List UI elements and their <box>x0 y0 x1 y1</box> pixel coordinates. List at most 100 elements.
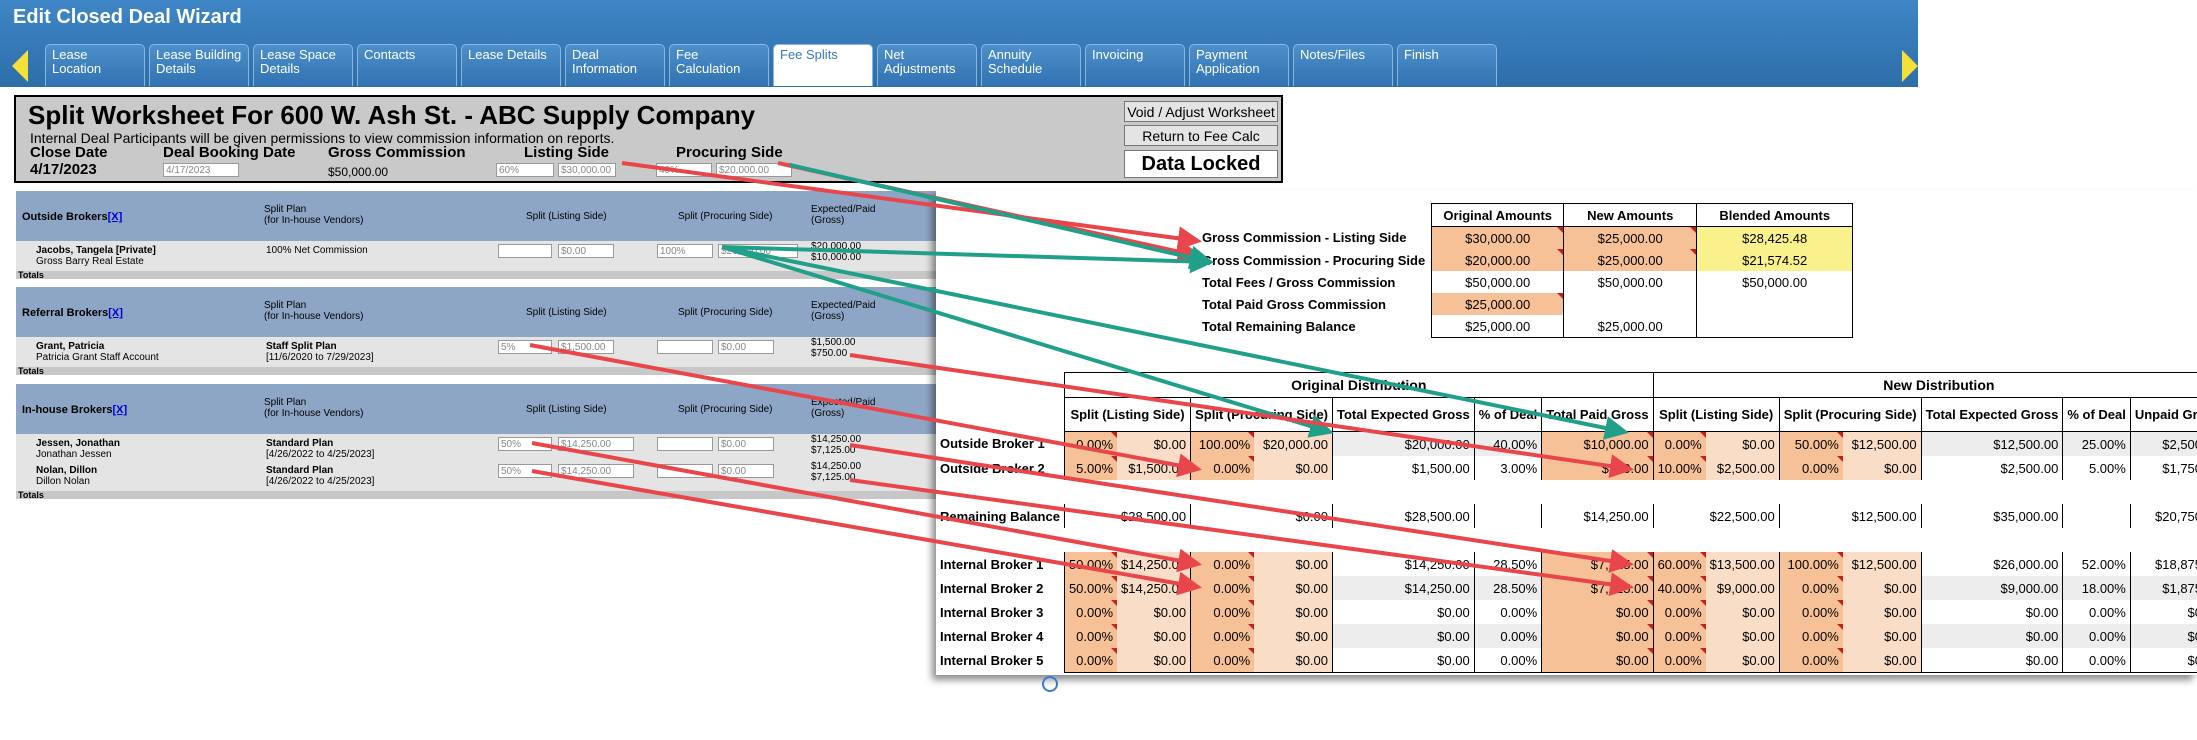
orig-total-expected-header: Total Expected Gross <box>1332 397 1475 432</box>
distribution-table: Original Distribution New Distribution S… <box>936 372 2197 673</box>
new-procuring-amount: $0.00 <box>1842 600 1922 624</box>
orig-total-expected: $0.00 <box>1332 648 1475 673</box>
orig-listing-pct: 50.00% <box>1063 576 1118 600</box>
procuring-split-amount[interactable]: $0.00 <box>718 340 774 354</box>
listing-amount-field[interactable]: $30,000.00 <box>558 163 616 177</box>
new-total-expected: $26,000.00 <box>1920 552 2063 576</box>
procuring-split-pct[interactable]: 100% <box>657 244 713 258</box>
referral-brokers-header: Referral Brokers[X] Split Plan (for In-ho… <box>16 287 936 337</box>
tab-lease-building-details[interactable]: Lease Building Details <box>149 44 249 86</box>
summary-label: Total Paid Gross Commission <box>1202 296 1386 312</box>
summary-row: Gross Commission - Listing Side $30,000.… <box>1196 226 1854 249</box>
procuring-split-amount[interactable]: $0.00 <box>718 464 774 478</box>
listing-pct-field[interactable]: 60% <box>496 163 554 177</box>
distribution-row: Internal Broker 5 0.00% $0.00 0.00% $0.00 $0.… <box>936 648 2197 673</box>
distribution-row: Internal Broker 3 0.00% $0.00 0.00% $0.00 $0.… <box>936 600 2197 624</box>
new-pct-of-deal: 0.00% <box>2062 648 2131 673</box>
listing-split-amount[interactable]: $14,250.00 <box>558 464 634 478</box>
tab-contacts[interactable]: Contacts <box>357 44 457 86</box>
add-outside-broker-link[interactable]: [X] <box>107 211 123 223</box>
new-procuring-pct: 0.00% <box>1778 600 1843 624</box>
new-total-expected: $2,500.00 <box>1920 456 2063 480</box>
tab-notes-files[interactable]: Notes/Files <box>1293 44 1393 86</box>
new-amount: $25,000.00 <box>1563 249 1697 271</box>
distribution-overlay: Original Amounts New Amounts Blended Amo… <box>936 190 2197 675</box>
tab-net-adjustments[interactable]: Net Adjustments <box>877 44 977 86</box>
summary-table: Original Amounts New Amounts Blended Amo… <box>1196 203 1854 338</box>
new-procuring-pct: 0.00% <box>1778 576 1843 600</box>
new-unpaid-gross: $1,750.00 <box>2129 456 2197 480</box>
tab-payment-application[interactable]: Payment Application <box>1189 44 1289 86</box>
procuring-side-label: Procuring Side <box>676 144 783 161</box>
new-listing-pct: 0.00% <box>1652 624 1706 648</box>
tab-annuity-schedule[interactable]: Annuity Schedule <box>981 44 1081 86</box>
new-listing-pct: 0.00% <box>1652 600 1706 624</box>
wizard-header: Edit Closed Deal Wizard Lease Location L… <box>0 0 1918 87</box>
worksheet-title: Split Worksheet For 600 W. Ash St. - ABC… <box>28 100 756 130</box>
distribution-row-label: Outside Broker 1 <box>940 436 1045 452</box>
orig-total-expected: $1,500.00 <box>1332 456 1475 480</box>
broker-company: Gross Barry Real Estate <box>36 256 144 267</box>
broker-split-plan: 100% Net Commission <box>266 245 368 256</box>
new-listing-pct <box>1652 504 1706 528</box>
return-to-fee-calc-button[interactable]: Return to Fee Calc <box>1124 125 1278 146</box>
listing-split-amount[interactable]: $1,500.00 <box>558 340 614 354</box>
void-adjust-worksheet-button[interactable]: Void / Adjust Worksheet <box>1124 101 1278 122</box>
listing-split-pct[interactable]: 50% <box>498 464 552 478</box>
tab-fee-calculation[interactable]: Fee Calculation <box>669 44 769 86</box>
orig-listing-pct: 5.00% <box>1063 456 1118 480</box>
new-amount: $50,000.00 <box>1563 271 1697 293</box>
listing-split-pct[interactable]: 50% <box>498 437 552 451</box>
orig-pct-of-deal: 28.50% <box>1473 552 1542 576</box>
listing-split-amount[interactable]: $14,250.00 <box>558 437 634 451</box>
orig-procuring-pct: 0.00% <box>1190 576 1255 600</box>
add-inhouse-broker-link[interactable]: [X] <box>112 404 128 416</box>
new-listing-amount: $0.00 <box>1705 431 1780 456</box>
new-procuring-amount: $12,500.00 <box>1842 431 1922 456</box>
split-listing-header: Split (Listing Side) <box>526 307 607 318</box>
original-amount: $25,000.00 <box>1431 315 1564 338</box>
tab-lease-details[interactable]: Lease Details <box>461 44 561 86</box>
distribution-row-label: Internal Broker 3 <box>940 604 1044 620</box>
tab-deal-information[interactable]: Deal Information <box>565 44 665 86</box>
summary-label: Gross Commission - Procuring Side <box>1202 252 1426 268</box>
summary-label: Total Remaining Balance <box>1202 318 1356 334</box>
orig-total-paid-header: Total Paid Gross <box>1541 397 1654 432</box>
next-arrow-icon[interactable] <box>1902 50 1918 82</box>
booking-date-field[interactable]: 4/17/2023 <box>163 163 239 177</box>
original-amount: $25,000.00 <box>1431 293 1564 315</box>
previous-arrow-icon[interactable] <box>12 50 28 82</box>
orig-total-paid: $0.00 <box>1541 600 1654 624</box>
tab-lease-location[interactable]: Lease Location <box>45 44 145 86</box>
tab-finish[interactable]: Finish <box>1397 44 1497 86</box>
distribution-row: Internal Broker 2 50.00% $14,250.00 0.00% $0… <box>936 576 2197 600</box>
tab-lease-space-details[interactable]: Lease Space Details <box>253 44 353 86</box>
orig-listing-amount: $28,500.00 <box>1121 508 1187 524</box>
procuring-split-pct[interactable] <box>657 437 713 451</box>
tab-invoicing[interactable]: Invoicing <box>1085 44 1185 86</box>
orig-pct-of-deal: 3.00% <box>1473 456 1542 480</box>
split-procuring-header: Split (Procuring Side) <box>678 307 773 318</box>
new-listing-pct: 60.00% <box>1652 552 1706 576</box>
procuring-amount-field[interactable]: $20,000.00 <box>716 163 792 177</box>
orig-listing-pct: 0.00% <box>1063 600 1118 624</box>
orig-pct-deal-header: % of Deal <box>1473 397 1542 432</box>
procuring-split-pct[interactable] <box>657 464 713 478</box>
orig-listing-amount: $0.00 <box>1117 648 1191 673</box>
procuring-split-amount[interactable]: $0.00 <box>718 437 774 451</box>
expected-paid-header: Expected/Paid (Gross) <box>811 397 876 419</box>
procuring-split-pct[interactable] <box>657 340 713 354</box>
add-referral-broker-link[interactable]: [X] <box>108 307 123 319</box>
listing-split-pct[interactable] <box>498 244 552 258</box>
tab-fee-splits[interactable]: Fee Splits <box>773 44 873 86</box>
procuring-split-amount[interactable]: $20,000.00 <box>718 244 798 258</box>
orig-total-expected: $0.00 <box>1332 600 1475 624</box>
listing-split-amount[interactable]: $0.00 <box>558 244 614 258</box>
procuring-pct-field[interactable]: 40% <box>656 163 712 177</box>
new-listing-pct: 10.00% <box>1652 456 1706 480</box>
listing-split-pct[interactable]: 5% <box>498 340 552 354</box>
broker-split-plan: Standard Plan <box>266 438 334 449</box>
paid-amount: $10,000.00 <box>811 252 862 263</box>
new-total-expected: $0.00 <box>1920 648 2063 673</box>
outside-brokers-header: Outside Brokers[X] Split Plan (for In-hou… <box>16 191 936 241</box>
